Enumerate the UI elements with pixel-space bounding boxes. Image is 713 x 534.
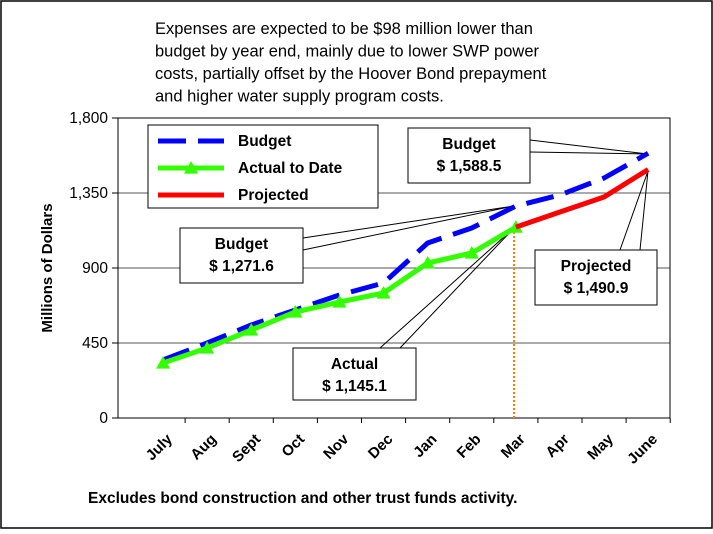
title-line: and higher water supply program costs. (155, 88, 444, 106)
legend-label: Actual to Date (238, 160, 343, 177)
marker (288, 305, 303, 318)
callout-text: $ 1,271.6 (209, 258, 274, 275)
title: Expenses are expected to be $98 million … (155, 20, 547, 106)
marker (332, 295, 347, 308)
callout-title: Actual (331, 356, 378, 373)
title-line: budget by year end, mainly due to lower … (155, 43, 539, 61)
marker (200, 341, 215, 354)
callout-text: $ 1,490.9 (564, 280, 629, 297)
callout-text: $ 1,588.5 (437, 158, 502, 175)
callout-text: $ 1,145.1 (322, 378, 387, 395)
callout-box (534, 249, 658, 306)
marker (376, 286, 391, 299)
legend-label: Projected (238, 187, 309, 204)
callout-title: Budget (442, 136, 495, 153)
y-axis-label: Millions of Dollars (39, 203, 56, 332)
y-tick-label: 1,350 (69, 185, 108, 202)
legend-label: Budget (238, 133, 291, 150)
series-line (162, 151, 650, 363)
title-line: Expenses are expected to be $98 million … (155, 20, 533, 38)
footnote: Excludes bond construction and other tru… (88, 490, 517, 507)
marker (156, 356, 171, 369)
plot-border (117, 117, 671, 419)
marker (420, 256, 435, 269)
callout-box (407, 127, 531, 184)
y-tick-label: 1,800 (69, 110, 108, 127)
legend-marker (184, 161, 198, 174)
y-tick-label: 0 (99, 410, 108, 427)
title-line: costs, partially offset by the Hoover Bo… (155, 65, 547, 83)
series-line (515, 167, 650, 230)
callout-title: Projected (561, 258, 632, 275)
y-tick-label: 900 (82, 260, 108, 277)
callout-box (179, 227, 304, 284)
marker (244, 323, 259, 336)
callout-title: Budget (215, 236, 268, 253)
marker (464, 246, 479, 259)
y-tick-label: 450 (82, 335, 108, 352)
callout-box (292, 347, 417, 401)
